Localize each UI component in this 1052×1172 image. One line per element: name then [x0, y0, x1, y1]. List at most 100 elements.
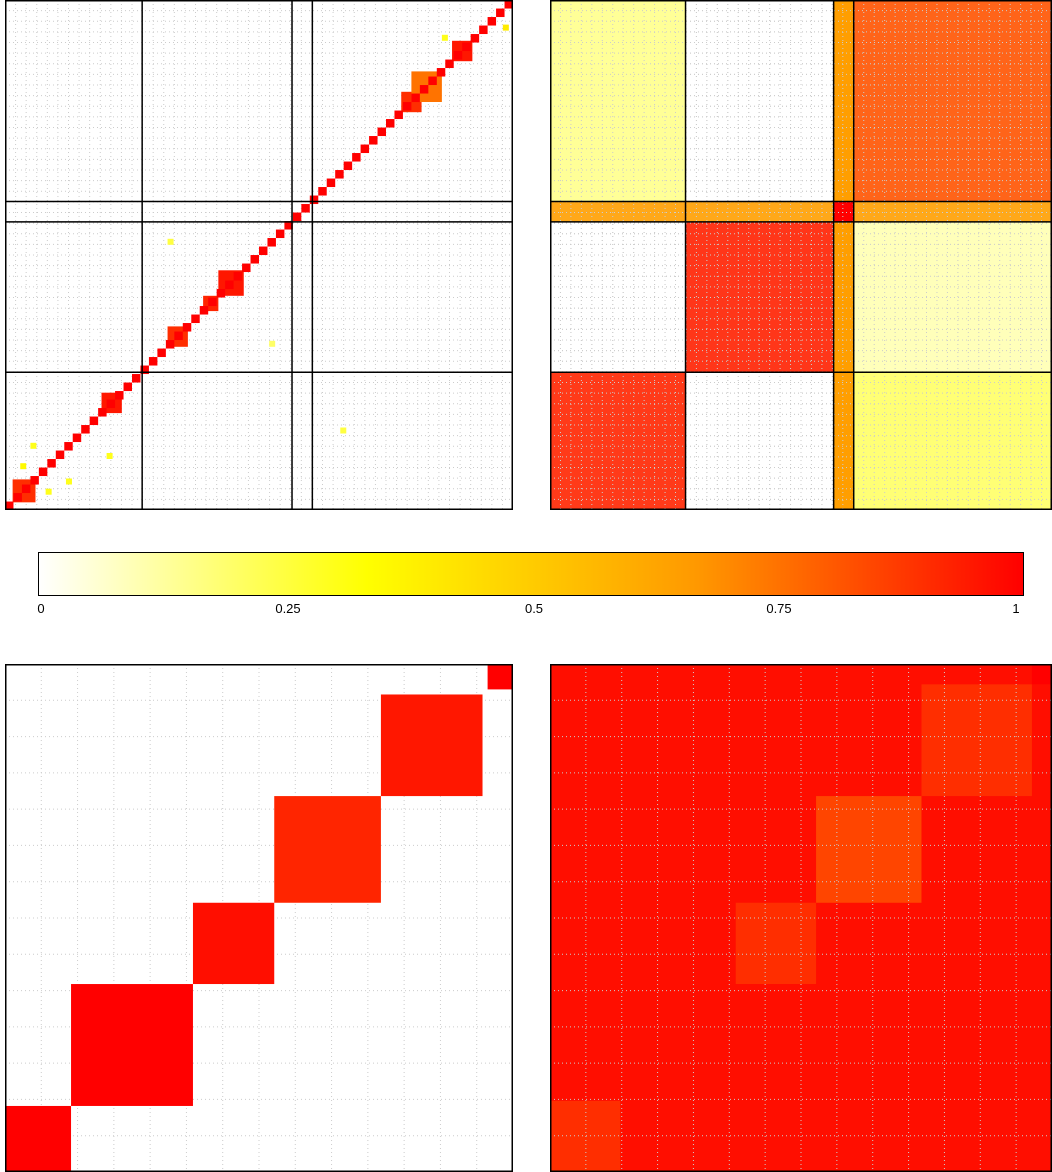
heatmap-diagonal-cell: [242, 263, 251, 273]
heatmap-diagonal-cell: [326, 178, 336, 188]
heatmap-cell: [853, 372, 1052, 510]
heatmap-diagonal-cell: [462, 42, 471, 52]
heatmap-cell: [853, 0, 1052, 202]
heatmap-diagonal-cell: [115, 391, 124, 400]
heatmap-diagonal-cell: [445, 59, 454, 69]
heatmap-cell: [735, 902, 817, 985]
heatmap-diagonal-cell: [123, 382, 132, 392]
heatmap-cell: [1031, 664, 1052, 685]
panel-frame: [550, 0, 1052, 510]
heatmap-diagonal-cell: [267, 238, 276, 247]
heatmap-diagonal-cell: [13, 493, 22, 502]
heatmap-cell: [441, 34, 448, 41]
heatmap-diagonal-cell: [504, 0, 513, 9]
heatmap-cell: [274, 796, 381, 903]
heatmap-cell: [816, 796, 922, 903]
heatmap-diagonal-cell: [343, 161, 353, 171]
heatmap-cell: [620, 984, 736, 1101]
heatmap-cell: [921, 684, 1032, 797]
heatmap-diagonal-cell: [377, 127, 386, 137]
heatmap-diagonal-cell: [487, 17, 497, 26]
heatmap-cell: [192, 902, 275, 985]
heatmap-diagonal-cell: [38, 467, 48, 477]
heatmap-diagonal-cell: [250, 255, 259, 264]
heatmap-diagonal-cell: [55, 450, 65, 460]
heatmap-cell: [45, 488, 52, 495]
heatmap-diagonal-cell: [479, 25, 488, 35]
colorbar-tick-label: 0: [37, 601, 45, 616]
heatmap-diagonal-cell: [352, 153, 361, 162]
colorbar-tick-label: 0.25: [275, 601, 301, 616]
heatmap-diagonal-cell: [259, 246, 268, 256]
heatmap-cell: [380, 694, 483, 797]
heatmap-diagonal-cell: [89, 416, 99, 426]
heatmap-bottom-right: [550, 664, 1052, 1172]
heatmap-diagonal-cell: [72, 433, 82, 443]
heatmap-cell: [550, 0, 686, 202]
heatmap-diagonal-cell: [47, 459, 56, 468]
heatmap-diagonal-cell: [208, 297, 217, 307]
heatmap-diagonal-cell: [5, 501, 14, 510]
heatmap-cell: [269, 340, 276, 347]
panel-frame: [5, 0, 513, 510]
heatmap-diagonal-cell: [309, 195, 319, 205]
heatmap-diagonal-cell: [106, 399, 116, 409]
colorbar-tick-label: 1: [1012, 601, 1020, 616]
heatmap-diagonal-cell: [386, 119, 395, 128]
colorbar: [38, 552, 1026, 600]
heatmap-diagonal-cell: [132, 374, 141, 383]
heatmap-cell: [71, 984, 193, 1106]
heatmap-cell: [106, 453, 113, 459]
heatmap-diagonal-cell: [470, 34, 480, 43]
heatmap-top-left: [5, 0, 513, 510]
heatmap-diagonal-cell: [275, 229, 285, 239]
colorbar-tick-label: 0.5: [524, 601, 544, 616]
heatmap-diagonal-cell: [148, 357, 158, 366]
heatmap-diagonal-cell: [436, 68, 446, 77]
heatmap-cell: [167, 238, 174, 245]
heatmap-diagonal-cell: [369, 136, 378, 145]
heatmap-cell: [502, 24, 509, 31]
heatmap-diagonal-cell: [233, 272, 243, 281]
heatmap-diagonal-cell: [174, 331, 183, 341]
heatmap-diagonal-cell: [318, 187, 327, 196]
panel-frame: [550, 664, 1052, 1172]
heatmap-bottom-left: [5, 664, 513, 1172]
heatmap-cell: [833, 201, 854, 222]
colorbar-tick-label: 0.75: [766, 601, 792, 616]
heatmap-diagonal-cell: [428, 76, 437, 86]
heatmap-cell: [550, 372, 686, 510]
heatmap-cell: [20, 463, 27, 470]
heatmap-diagonal-cell: [157, 348, 166, 358]
heatmap-diagonal-cell: [21, 484, 31, 494]
heatmap-top-right: [550, 0, 1052, 510]
heatmap-diagonal-cell: [225, 280, 234, 290]
heatmap-diagonal-cell: [30, 476, 39, 485]
heatmap-diagonal-cell: [394, 110, 403, 120]
heatmap-diagonal-cell: [81, 425, 90, 434]
heatmap-cell: [487, 664, 513, 690]
heatmap-diagonal-cell: [191, 314, 200, 324]
heatmap-diagonal-cell: [419, 85, 429, 94]
heatmap-diagonal-cell: [64, 442, 73, 451]
heatmap-cell: [65, 478, 72, 485]
heatmap-diagonal-cell: [140, 365, 149, 375]
colorbar-gradient: [38, 552, 1024, 596]
heatmap-diagonal-cell: [199, 306, 209, 315]
heatmap-diagonal-cell: [292, 212, 302, 222]
heatmap-diagonal-cell: [335, 170, 344, 179]
heatmap-diagonal-cell: [360, 144, 370, 154]
heatmap-cell: [550, 1100, 621, 1172]
heatmap-diagonal-cell: [411, 93, 420, 103]
heatmap-diagonal-cell: [98, 408, 107, 417]
panel-frame: [5, 664, 513, 1172]
heatmap-diagonal-cell: [284, 221, 293, 230]
heatmap-cell: [5, 1105, 72, 1172]
heatmap-diagonal-cell: [182, 323, 192, 332]
heatmap-diagonal-cell: [301, 204, 310, 213]
heatmap-diagonal-cell: [165, 340, 175, 349]
heatmap-diagonal-cell: [216, 289, 226, 298]
heatmap-diagonal-cell: [496, 8, 505, 18]
heatmap-diagonal-cell: [453, 51, 463, 60]
heatmap-cell: [30, 442, 37, 449]
